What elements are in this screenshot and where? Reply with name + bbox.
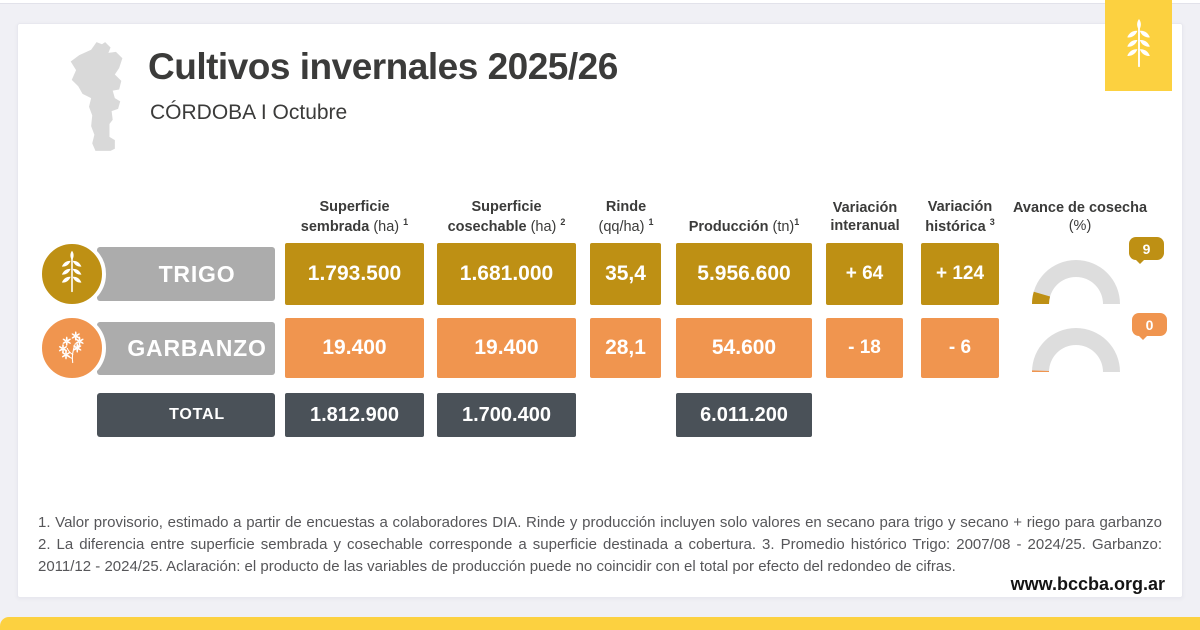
column-header-avance-cosecha: Avance de cosecha (%): [1012, 199, 1148, 235]
column-header-produccion: Producción (tn)1: [688, 216, 800, 235]
row-label-total: TOTAL: [97, 393, 275, 437]
garbanzo-rinde: 28,1: [590, 318, 661, 378]
chickpea-icon: [57, 323, 87, 373]
column-header-superficie-cosechable: Superficie cosechable (ha) 2: [447, 199, 566, 235]
cordoba-province-map: [66, 40, 140, 152]
wheat-icon: [57, 249, 87, 299]
trigo-avance-badge: 9: [1129, 237, 1164, 264]
trigo-variacion-interanual: + 64: [826, 243, 903, 305]
trigo-produccion: 5.956.600: [676, 243, 812, 305]
garbanzo-superficie-sembrada: 19.400: [285, 318, 424, 378]
footnote-text: 1. Valor provisorio, estimado a partir d…: [38, 514, 1162, 575]
row-label-garbanzo: GARBANZO: [97, 322, 275, 375]
trigo-superficie-sembrada: 1.793.500: [285, 243, 424, 305]
trigo-avance-gauge: [1032, 260, 1120, 304]
total-produccion: 6.011.200: [676, 393, 812, 437]
row-label-trigo: TRIGO: [97, 247, 275, 301]
garbanzo-superficie-cosechable: 19.400: [437, 318, 576, 378]
top-edge-strip: [0, 0, 1200, 4]
total-superficie-sembrada: 1.812.900: [285, 393, 424, 437]
website-url[interactable]: www.bccba.org.ar: [1010, 574, 1165, 594]
garbanzo-avance-gauge: [1032, 328, 1120, 372]
page-subtitle: CÓRDOBA I Octubre: [150, 101, 348, 124]
trigo-rinde: 35,4: [590, 243, 661, 305]
garbanzo-variacion-historica: - 6: [921, 318, 999, 378]
bottom-accent-bar: [0, 617, 1200, 630]
infographic-card: [17, 23, 1183, 598]
garbanzo-avance-badge: 0: [1132, 313, 1167, 340]
garbanzo-produccion: 54.600: [676, 318, 812, 378]
wheat-icon: [1122, 17, 1156, 75]
column-header-superficie-sembrada: Superficie sembrada (ha) 1: [300, 199, 409, 235]
garbanzo-crop-badge: [38, 314, 106, 382]
trigo-variacion-historica: + 124: [921, 243, 999, 305]
column-header-variacion-historica: Variación histórica 3: [925, 199, 995, 235]
trigo-crop-badge: [38, 240, 106, 308]
column-header-variacion-interanual: Variación interanual: [830, 199, 900, 235]
page-title: Cultivos invernales 2025/26: [148, 46, 618, 87]
total-superficie-cosechable: 1.700.400: [437, 393, 576, 437]
garbanzo-variacion-interanual: - 18: [826, 318, 903, 378]
trigo-superficie-cosechable: 1.681.000: [437, 243, 576, 305]
column-header-rinde: Rinde (qq/ha) 1: [598, 199, 654, 235]
brand-accent-square: [1105, 0, 1172, 91]
